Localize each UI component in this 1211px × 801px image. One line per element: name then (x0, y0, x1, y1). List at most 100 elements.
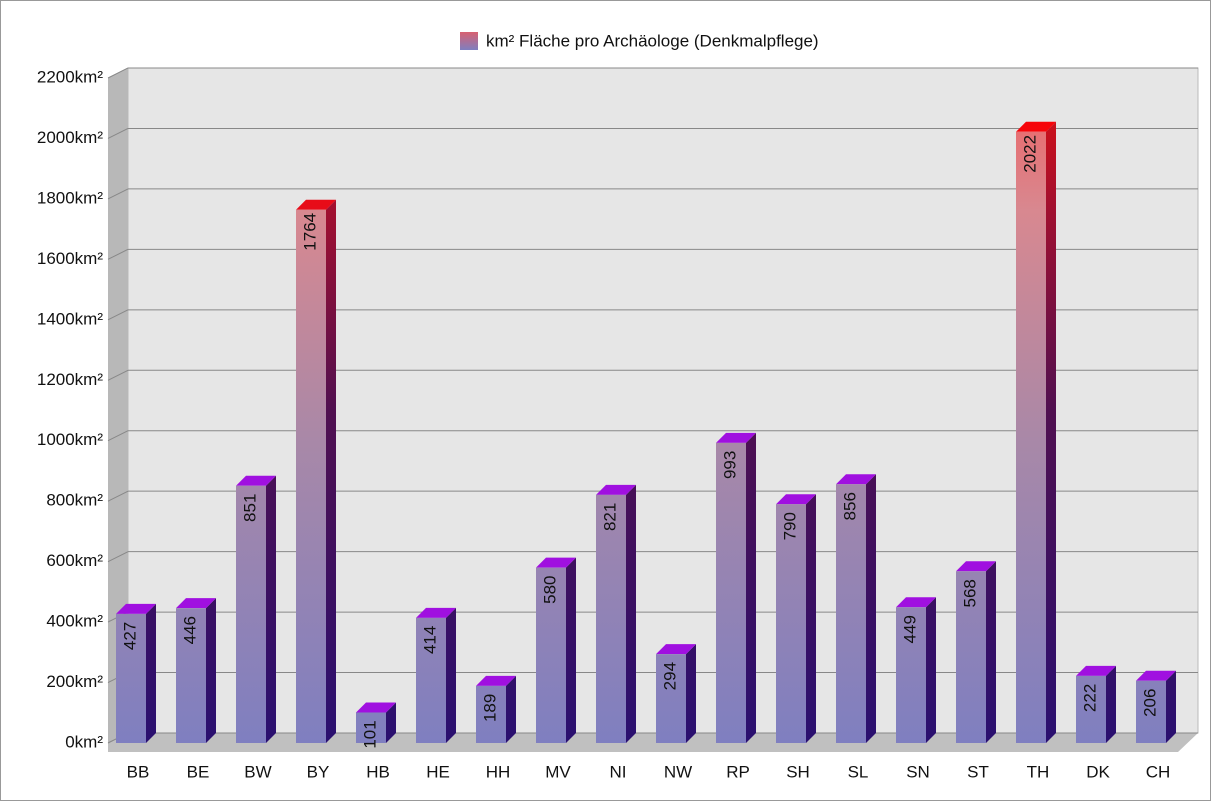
x-tick-label: BE (187, 762, 210, 781)
grid-line-side (107, 551, 129, 563)
bar-side (266, 475, 276, 743)
data-label: 101 (360, 720, 379, 748)
x-tick-label: HH (486, 762, 511, 781)
bar-top (236, 475, 276, 486)
bar-side (686, 644, 696, 743)
x-tick-label: SH (786, 762, 810, 781)
bar-top (356, 702, 396, 713)
bar-front (1076, 675, 1106, 743)
bar: 206 (1136, 670, 1176, 743)
grid-line-side (107, 67, 129, 79)
data-label: 2022 (1020, 135, 1039, 173)
bar-top (296, 199, 336, 210)
x-tick-label: BY (307, 762, 330, 781)
data-label: 206 (1140, 689, 1159, 717)
data-label: 851 (240, 494, 259, 522)
data-label: 446 (180, 616, 199, 644)
y-tick-label: 2000km² (37, 128, 103, 147)
bar-side (1106, 665, 1116, 743)
grid-line-side (107, 490, 129, 502)
bar: 101 (356, 702, 396, 749)
y-tick-label: 1400km² (37, 309, 103, 328)
bar: 993 (716, 432, 756, 743)
bar-front (896, 607, 926, 743)
data-label: 222 (1080, 684, 1099, 712)
bar-front (1136, 680, 1166, 743)
bar-front (716, 442, 746, 743)
data-label: 856 (840, 492, 859, 520)
bar: 427 (116, 603, 156, 743)
y-tick-label: 0km² (65, 732, 103, 751)
data-label: 294 (660, 662, 679, 690)
bar-side (806, 494, 816, 743)
x-tick-label: HE (426, 762, 450, 781)
bar: 189 (476, 675, 516, 743)
x-tick-label: SL (848, 762, 869, 781)
bar-side (506, 675, 516, 743)
data-label: 449 (900, 615, 919, 643)
grid-line-side (107, 248, 129, 260)
bar-side (746, 432, 756, 743)
bar: 790 (776, 494, 816, 743)
bar-side (926, 597, 936, 743)
bar: 851 (236, 475, 276, 743)
bar-top (116, 603, 156, 614)
bar-top (776, 494, 816, 505)
y-tick-label: 400km² (46, 612, 103, 631)
bar-side (1166, 670, 1176, 743)
y-tick-label: 200km² (46, 672, 103, 691)
grid-line-side (107, 430, 129, 442)
bar: 856 (836, 474, 876, 743)
data-label: 580 (540, 575, 559, 603)
x-tick-label: CH (1146, 762, 1171, 781)
bar-front (596, 494, 626, 743)
x-tick-label: NI (610, 762, 627, 781)
bar-front (656, 654, 686, 743)
bar-side (986, 561, 996, 743)
y-tick-label: 600km² (46, 551, 103, 570)
data-label: 1764 (300, 213, 319, 251)
bar-top (1136, 670, 1176, 681)
y-tick-label: 1800km² (37, 188, 103, 207)
x-tick-label: NW (664, 762, 692, 781)
bar: 580 (536, 557, 576, 743)
bar: 449 (896, 597, 936, 743)
data-label: 414 (420, 626, 439, 654)
bar-side (866, 474, 876, 743)
data-label: 189 (480, 694, 499, 722)
data-label: 790 (780, 512, 799, 540)
bar-top (956, 561, 996, 572)
bar-top (1076, 665, 1116, 676)
bar-front (176, 608, 206, 743)
bar-front (836, 484, 866, 743)
bar-top (656, 644, 696, 655)
bar-top (836, 474, 876, 485)
bar-side (626, 484, 636, 743)
y-tick-label: 800km² (46, 491, 103, 510)
bar-side (446, 607, 456, 743)
bar-top (536, 557, 576, 568)
bar-front (536, 567, 566, 743)
data-label: 568 (960, 579, 979, 607)
legend-swatch (460, 32, 478, 50)
bar-side (386, 702, 396, 743)
bar-front (296, 209, 326, 744)
bar: 446 (176, 598, 216, 743)
bar: 2022 (1016, 121, 1056, 743)
x-tick-label: BW (244, 762, 271, 781)
data-label: 821 (600, 503, 619, 531)
side-wall (108, 68, 128, 743)
x-tick-label: ST (967, 762, 989, 781)
bar-front (236, 485, 266, 743)
bar: 294 (656, 644, 696, 743)
bar-front (356, 712, 386, 743)
bar-side (206, 598, 216, 743)
grid-line-side (107, 309, 129, 321)
grid-line-side (107, 128, 129, 139)
bar-side (566, 557, 576, 743)
bar: 222 (1076, 665, 1116, 743)
bar-front (116, 613, 146, 743)
x-tick-label: MV (545, 762, 571, 781)
bar-top (716, 432, 756, 443)
